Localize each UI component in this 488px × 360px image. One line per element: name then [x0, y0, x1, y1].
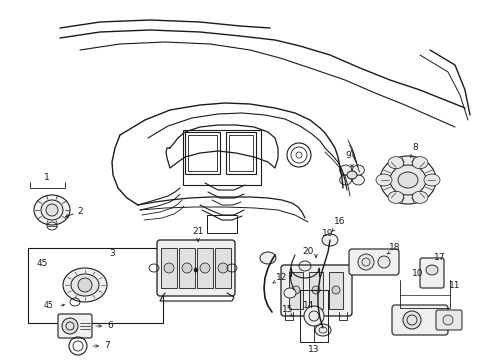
Ellipse shape	[357, 254, 373, 270]
Ellipse shape	[34, 195, 70, 225]
Ellipse shape	[218, 263, 227, 273]
Text: 45: 45	[43, 302, 53, 310]
Text: 8: 8	[411, 144, 417, 153]
Ellipse shape	[194, 268, 198, 272]
Ellipse shape	[379, 156, 435, 204]
Ellipse shape	[425, 265, 437, 275]
Ellipse shape	[411, 157, 427, 169]
Bar	[308, 272, 323, 309]
Bar	[225, 132, 256, 174]
Bar	[228, 135, 252, 171]
Ellipse shape	[63, 268, 107, 302]
Ellipse shape	[411, 191, 427, 203]
Text: 18: 18	[388, 243, 400, 252]
Text: 11: 11	[448, 280, 460, 289]
FancyBboxPatch shape	[419, 258, 443, 288]
Bar	[187, 135, 217, 171]
Text: 2: 2	[77, 207, 82, 216]
Ellipse shape	[346, 171, 356, 179]
Bar	[184, 132, 220, 174]
Text: 17: 17	[433, 253, 445, 262]
Text: 6: 6	[107, 321, 113, 330]
Text: 45: 45	[36, 260, 48, 269]
Ellipse shape	[321, 234, 337, 246]
FancyBboxPatch shape	[157, 240, 235, 296]
Bar	[206, 215, 237, 233]
Bar	[197, 248, 213, 288]
Ellipse shape	[71, 274, 99, 296]
FancyBboxPatch shape	[348, 249, 398, 275]
Bar	[328, 272, 342, 309]
Bar	[288, 272, 303, 309]
Ellipse shape	[304, 306, 324, 326]
Ellipse shape	[314, 324, 330, 336]
Text: 19: 19	[322, 230, 333, 238]
Ellipse shape	[200, 263, 209, 273]
Ellipse shape	[387, 191, 403, 203]
Ellipse shape	[62, 318, 78, 334]
Bar	[215, 248, 230, 288]
Ellipse shape	[78, 278, 92, 292]
Ellipse shape	[331, 286, 339, 294]
Text: 3: 3	[109, 248, 115, 257]
Text: 21: 21	[192, 228, 203, 237]
Ellipse shape	[291, 286, 299, 294]
Ellipse shape	[377, 256, 389, 268]
Text: 20: 20	[302, 248, 313, 256]
FancyBboxPatch shape	[391, 305, 447, 335]
Bar	[28, 248, 163, 323]
Bar	[179, 248, 195, 288]
Ellipse shape	[389, 165, 425, 195]
Ellipse shape	[163, 263, 174, 273]
Ellipse shape	[260, 252, 275, 264]
Bar	[183, 130, 261, 185]
Ellipse shape	[311, 286, 319, 294]
Ellipse shape	[442, 315, 452, 325]
Text: 7: 7	[104, 342, 110, 351]
Text: 16: 16	[334, 217, 345, 226]
FancyBboxPatch shape	[281, 265, 351, 316]
Text: 12: 12	[276, 274, 287, 283]
Ellipse shape	[352, 175, 364, 185]
Ellipse shape	[352, 165, 364, 175]
Ellipse shape	[387, 157, 403, 169]
Text: 15: 15	[282, 306, 293, 315]
FancyBboxPatch shape	[58, 314, 92, 338]
Ellipse shape	[308, 311, 318, 321]
Ellipse shape	[397, 172, 417, 188]
Text: 10: 10	[411, 270, 423, 279]
Text: 14: 14	[303, 301, 314, 310]
FancyBboxPatch shape	[435, 310, 461, 330]
Ellipse shape	[375, 174, 391, 186]
Ellipse shape	[284, 288, 295, 298]
Text: 9: 9	[345, 152, 350, 161]
Ellipse shape	[423, 174, 439, 186]
Text: 13: 13	[307, 346, 319, 355]
Bar	[299, 290, 327, 342]
Ellipse shape	[41, 200, 63, 220]
Bar	[161, 248, 177, 288]
Ellipse shape	[402, 311, 420, 329]
Ellipse shape	[182, 263, 192, 273]
Ellipse shape	[46, 204, 58, 216]
Ellipse shape	[339, 165, 351, 175]
Ellipse shape	[339, 175, 351, 185]
Text: 1: 1	[44, 174, 50, 183]
